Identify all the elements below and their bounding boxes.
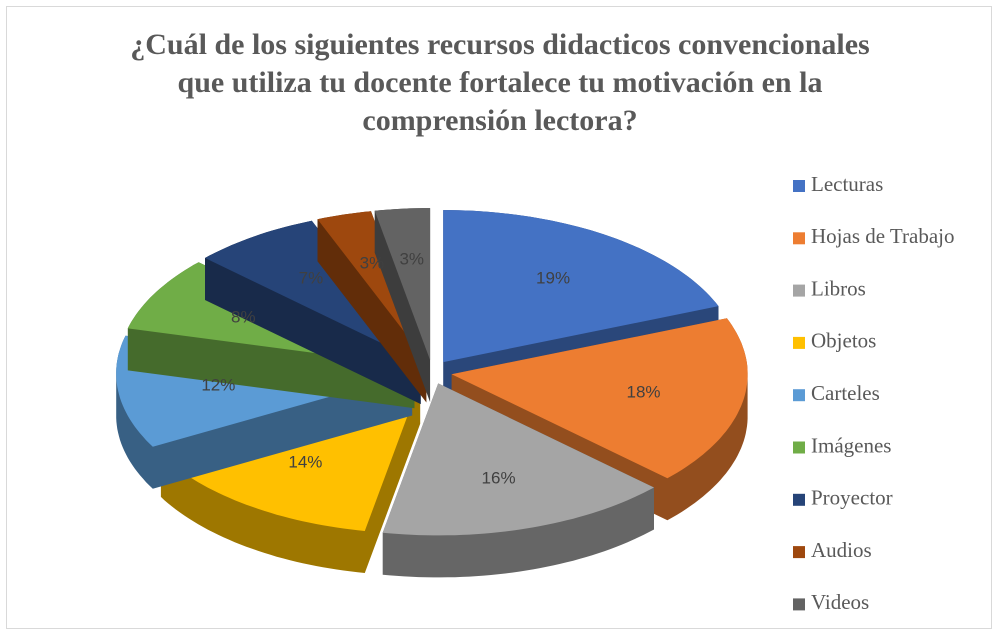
- legend-label: Carteles: [811, 381, 880, 405]
- data-label: 18%: [627, 383, 661, 402]
- legend-label: Audios: [811, 538, 872, 562]
- chart-title: ¿Cuál de los siguientes recursos didacti…: [130, 28, 870, 137]
- pie-slice: [382, 383, 654, 578]
- legend-swatch: [793, 180, 805, 192]
- slice-side: [317, 211, 427, 403]
- pie-slice: [451, 318, 748, 521]
- legend-label: Videos: [811, 590, 869, 614]
- legend-swatch: [793, 389, 805, 402]
- data-label: 14%: [288, 452, 322, 471]
- data-label: 8%: [231, 307, 256, 326]
- legend-swatch: [793, 284, 805, 297]
- legend-swatch: [793, 598, 805, 611]
- data-label: 19%: [536, 269, 570, 288]
- pie-slice: [317, 211, 427, 403]
- legend-swatch: [793, 493, 805, 506]
- legend-label: Proyector: [811, 486, 893, 510]
- slice-top: [382, 383, 654, 536]
- legend-label: Libros: [811, 276, 866, 300]
- pie-slice: [374, 208, 431, 403]
- pie-slice: [205, 220, 421, 405]
- legend-swatch: [793, 441, 805, 454]
- legend-swatch: [793, 232, 805, 245]
- slice-top: [205, 220, 421, 363]
- data-label: 16%: [482, 468, 516, 487]
- slice-top: [317, 211, 427, 361]
- legend-label: Lecturas: [811, 172, 883, 196]
- data-label: 7%: [299, 269, 324, 288]
- data-label: 12%: [201, 376, 235, 395]
- slice-top: [451, 318, 748, 479]
- slice-top: [443, 210, 719, 363]
- data-label: 3%: [360, 254, 385, 273]
- legend-swatch: [793, 546, 805, 559]
- legend-swatch: [793, 336, 805, 349]
- legend-label: Imágenes: [811, 433, 891, 457]
- data-label: 3%: [399, 250, 424, 269]
- legend-label: Hojas de Trabajo: [811, 224, 955, 248]
- slice-top: [374, 208, 431, 361]
- legend-label: Objetos: [811, 329, 876, 353]
